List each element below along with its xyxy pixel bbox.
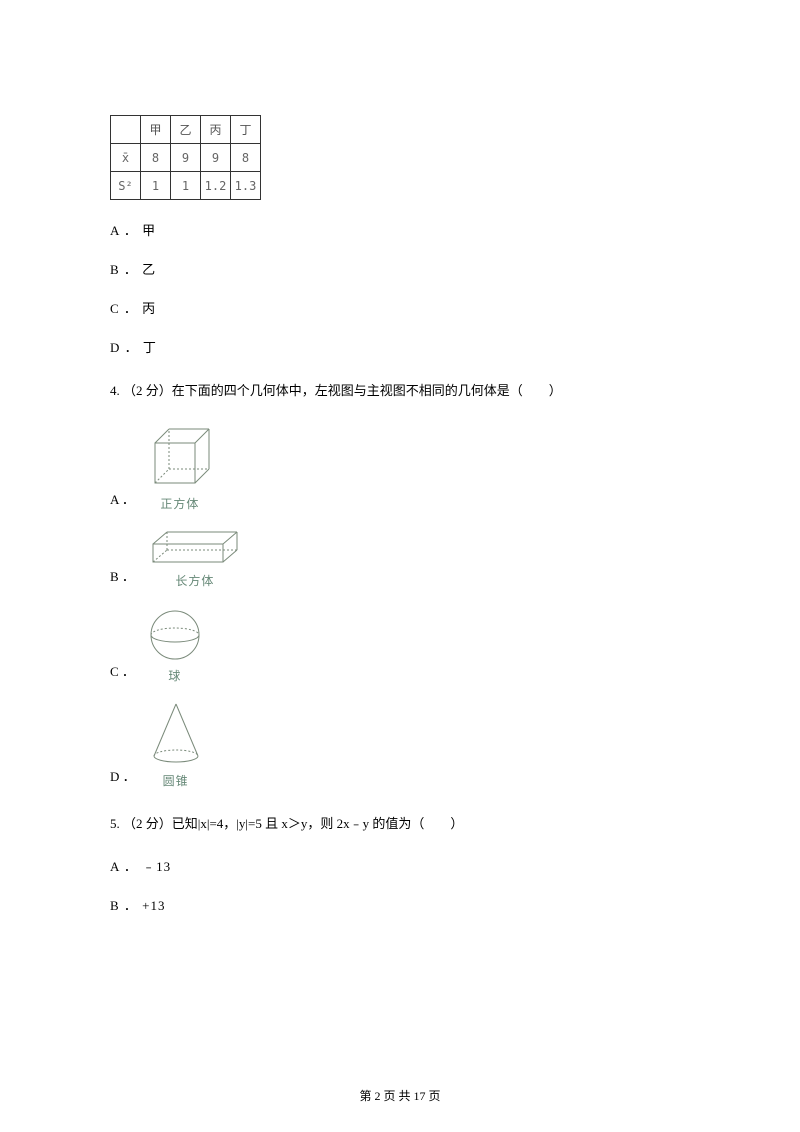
table-cell: 9 xyxy=(201,144,231,172)
table-cell: 1.2 xyxy=(201,172,231,200)
figure-caption: 正方体 xyxy=(145,495,215,512)
question-4-text: 4. （2 分）在下面的四个几何体中，左视图与主视图不相同的几何体是（ ） xyxy=(110,380,690,399)
option-a: A ． 甲 xyxy=(110,220,690,239)
figure-caption: 长方体 xyxy=(145,572,245,589)
cuboid-figure: 长方体 xyxy=(145,528,245,589)
option-c: C ． 丙 xyxy=(110,298,690,317)
table-cell: 1 xyxy=(171,172,201,200)
figure-caption: 球 xyxy=(145,667,205,684)
table-cell: 8 xyxy=(231,144,261,172)
table-row: 甲 乙 丙 丁 xyxy=(111,116,261,144)
table-cell: 9 xyxy=(171,144,201,172)
cube-figure: 正方体 xyxy=(145,423,215,512)
table-row: S² 1 1 1.2 1.3 xyxy=(111,172,261,200)
q4-option-d: D ． 圆锥 xyxy=(110,700,690,789)
table-cell xyxy=(111,116,141,144)
table-cell: x̄ xyxy=(111,144,141,172)
sphere-figure: 球 xyxy=(145,605,205,684)
table-cell: 丁 xyxy=(231,116,261,144)
table-cell: 8 xyxy=(141,144,171,172)
table-cell: 甲 xyxy=(141,116,171,144)
question-5-text: 5. （2 分）已知|x|=4，|y|=5 且 x＞y，则 2x﹣y 的值为（ … xyxy=(110,813,690,832)
table-row: x̄ 8 9 9 8 xyxy=(111,144,261,172)
stats-table: 甲 乙 丙 丁 x̄ 8 9 9 8 S² 1 1 1.2 1.3 xyxy=(110,115,261,200)
table-cell: 丙 xyxy=(201,116,231,144)
option-label: D ． xyxy=(110,766,136,789)
option-label: B ． xyxy=(110,566,135,589)
table-cell: 1.3 xyxy=(231,172,261,200)
q5-option-a: A ． ﹣13 xyxy=(110,856,690,875)
page-content: 甲 乙 丙 丁 x̄ 8 9 9 8 S² 1 1 1.2 1.3 A ． 甲 … xyxy=(0,0,800,914)
page-footer: 第 2 页 共 17 页 xyxy=(0,1087,800,1104)
sphere-icon xyxy=(145,605,205,665)
option-label: C ． xyxy=(110,661,135,684)
table-cell: 乙 xyxy=(171,116,201,144)
cuboid-icon xyxy=(145,528,245,570)
figure-caption: 圆锥 xyxy=(146,772,206,789)
table-cell: 1 xyxy=(141,172,171,200)
cone-icon xyxy=(146,700,206,770)
option-label: A ． xyxy=(110,489,135,512)
q5-option-b: B ． +13 xyxy=(110,895,690,914)
q4-option-b: B ． 长方体 xyxy=(110,528,690,589)
q4-option-c: C ． 球 xyxy=(110,605,690,684)
option-b: B ． 乙 xyxy=(110,259,690,278)
option-d: D ． 丁 xyxy=(110,337,690,356)
cone-figure: 圆锥 xyxy=(146,700,206,789)
cube-icon xyxy=(145,423,215,493)
q4-option-a: A ． 正方体 xyxy=(110,423,690,512)
table-cell: S² xyxy=(111,172,141,200)
